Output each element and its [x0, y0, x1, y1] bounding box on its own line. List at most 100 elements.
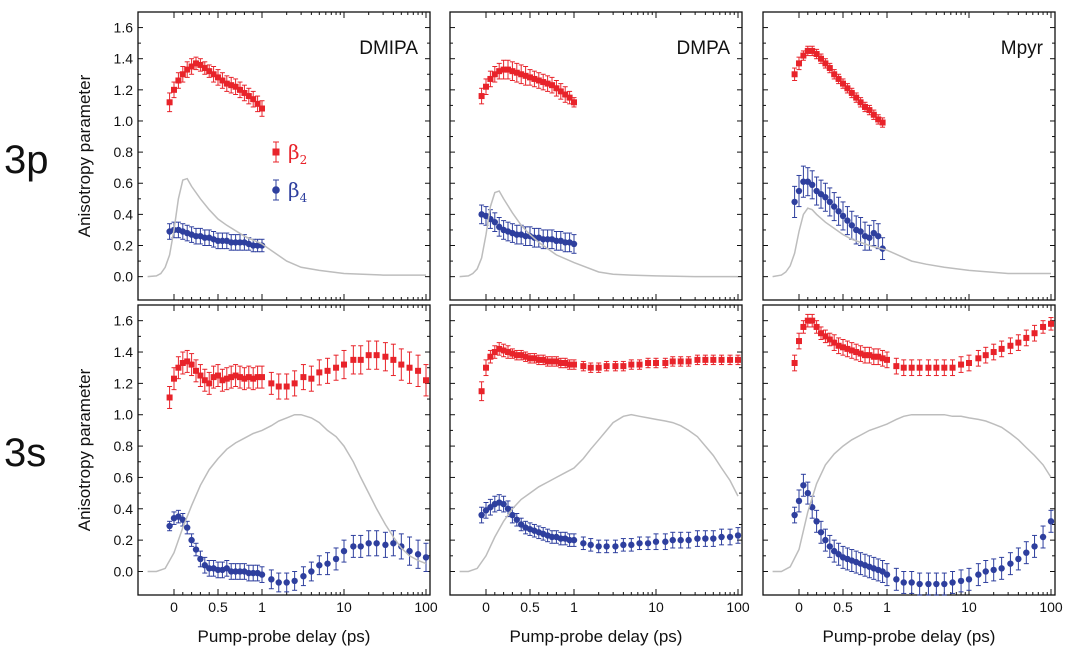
beta4-point	[813, 176, 820, 206]
beta2-point	[531, 70, 538, 88]
square-marker	[595, 364, 602, 371]
beta4-point	[644, 536, 652, 551]
beta2-point	[620, 360, 627, 372]
circle-marker	[982, 568, 989, 575]
square-marker	[735, 356, 741, 363]
square-marker	[228, 82, 235, 89]
plot-frame	[762, 304, 1056, 596]
square-marker	[818, 55, 824, 62]
x-tick-label: 1	[258, 599, 266, 615]
square-marker	[669, 358, 676, 365]
beta2-point	[540, 354, 547, 366]
series-envelope	[147, 413, 427, 573]
circle-marker	[557, 535, 564, 542]
y-tick-label: 1.0	[114, 407, 134, 423]
beta4-point	[500, 220, 507, 240]
square-marker	[813, 323, 820, 330]
beta2-point	[735, 354, 741, 366]
circle-marker	[839, 212, 847, 220]
beta4-point	[232, 563, 239, 580]
square-marker	[822, 60, 829, 67]
circle-marker	[795, 187, 803, 195]
beta2-point	[245, 365, 252, 389]
circle-marker	[916, 580, 923, 588]
square-marker	[415, 367, 422, 374]
circle-marker	[933, 580, 940, 588]
square-marker	[487, 353, 494, 360]
circle-marker	[275, 579, 282, 586]
beta2-point	[553, 356, 560, 367]
square-marker	[949, 364, 956, 371]
square-marker	[531, 75, 538, 82]
beta2-point	[966, 354, 972, 372]
beta4-point	[800, 165, 807, 198]
square-marker	[291, 380, 298, 387]
square-marker	[844, 345, 851, 352]
y-tick-label: 0.4	[114, 206, 134, 222]
beta4-point	[357, 534, 364, 558]
beta4-point	[219, 232, 226, 250]
beta2-point	[522, 65, 529, 86]
beta2-point	[357, 345, 364, 375]
beta4-point	[831, 192, 838, 222]
beta4-point	[566, 533, 573, 547]
beta2-point	[580, 360, 587, 372]
circle-marker	[1007, 560, 1014, 567]
square-marker	[487, 75, 494, 82]
beta2-point	[1007, 337, 1014, 355]
beta4-point	[275, 572, 282, 593]
beta2-point	[237, 81, 243, 99]
beta2-point	[571, 97, 577, 108]
square-marker	[275, 383, 282, 390]
beta4-point	[662, 533, 669, 551]
circle-marker	[1047, 518, 1055, 525]
square-marker	[818, 330, 824, 337]
circle-marker	[990, 566, 997, 574]
circle-marker	[179, 516, 186, 523]
square-marker	[268, 380, 275, 387]
square-marker	[509, 350, 516, 357]
circle-marker	[332, 555, 340, 563]
square-marker	[566, 361, 573, 368]
series-beta4	[166, 221, 266, 253]
panel-3s-dmipa: 0.0 0.2 0.4 0.6 0.8 1.0 1.2 1.4 1.6 0 0.5 1 10 100 Ani…	[75, 304, 438, 646]
square-marker	[813, 51, 820, 58]
square-marker	[197, 372, 204, 379]
y-tick-label: 0.8	[114, 144, 134, 160]
square-marker	[796, 60, 802, 67]
beta2-point	[595, 362, 602, 373]
circle-marker	[844, 217, 851, 224]
beta4-point	[580, 536, 587, 551]
beta4-point	[522, 226, 529, 247]
square-marker	[840, 80, 846, 87]
circle-marker	[232, 239, 239, 246]
square-marker	[557, 88, 564, 95]
circle-marker	[197, 555, 204, 563]
circle-marker	[406, 547, 413, 555]
square-marker	[1040, 323, 1047, 330]
square-marker	[197, 61, 204, 68]
square-marker	[241, 89, 248, 96]
square-marker	[423, 377, 429, 384]
square-marker	[862, 103, 868, 110]
square-marker	[1015, 339, 1022, 346]
square-marker	[702, 356, 709, 363]
square-marker	[853, 94, 860, 101]
beta2-point	[535, 72, 542, 89]
circle-marker	[883, 571, 891, 578]
square-marker	[580, 363, 587, 370]
beta2-point	[316, 359, 323, 386]
beta2-point	[685, 356, 692, 367]
square-marker	[483, 83, 489, 90]
circle-marker	[513, 231, 520, 238]
circle-marker	[804, 489, 811, 497]
square-marker	[215, 74, 221, 81]
square-marker	[341, 361, 347, 368]
square-marker	[496, 345, 503, 352]
beta2-point	[800, 50, 807, 61]
beta4-point	[283, 572, 290, 593]
beta4-point	[553, 231, 560, 251]
plot-frame	[449, 304, 743, 596]
beta4-point	[795, 174, 803, 208]
beta2-point	[206, 371, 213, 395]
